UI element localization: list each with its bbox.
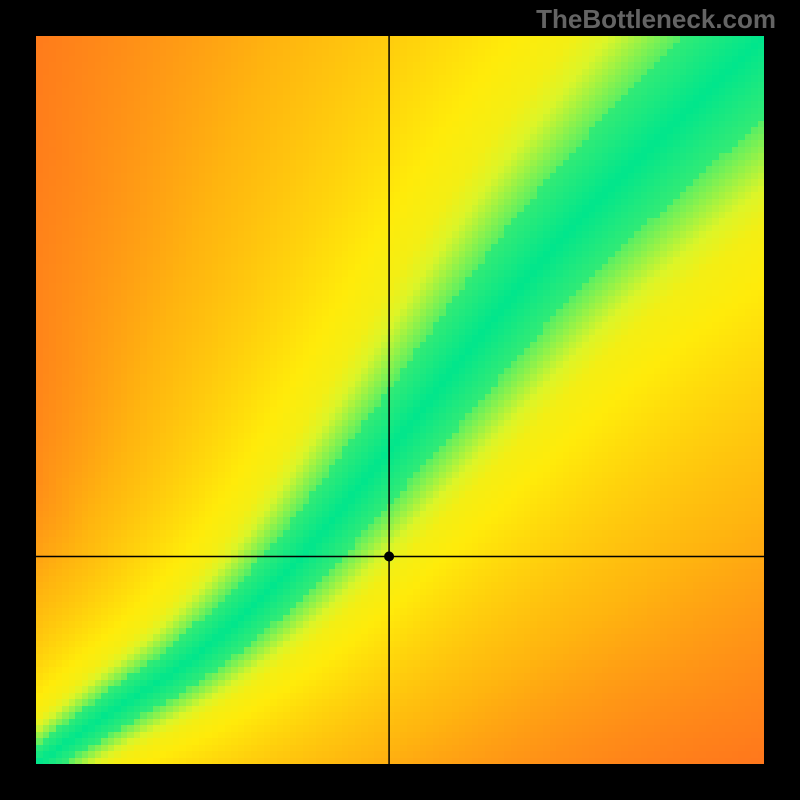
watermark-text: TheBottleneck.com [536,4,776,35]
chart-container: TheBottleneck.com [0,0,800,800]
crosshair-overlay [0,0,800,800]
